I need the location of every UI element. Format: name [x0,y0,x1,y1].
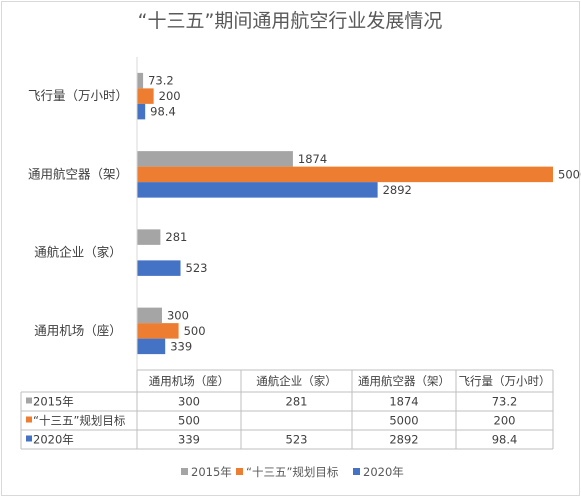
category-label: 飞行量（万小时） [28,88,128,103]
bar [137,260,181,276]
bar [137,323,179,339]
table-header: 通用机场（座） [149,374,230,388]
table-cell: 281 [286,395,308,409]
table-cell: 200 [494,414,516,428]
data-label: 98.4 [150,105,176,119]
table-cell: 523 [286,433,308,447]
table-cell: 500 [178,414,200,428]
table-legend-key [26,397,32,404]
category-label: 通航企业（家） [34,245,122,260]
table-cell: 2892 [389,433,418,447]
bar [137,151,293,167]
data-table: 通用机场（座） 通航企业（家） 通用航空器（架） 飞行量（万小时） 2015年 300 28… [20,369,554,450]
table-legend-key [26,435,32,442]
chart-title: “十三五”期间通用航空行业发展情况 [138,10,443,32]
data-label: 300 [167,308,189,322]
data-label: 339 [170,339,192,353]
bar [137,229,161,245]
bar [137,72,144,89]
bar [137,166,553,183]
table-cell: 1874 [389,395,418,409]
data-label: 523 [186,261,208,275]
legend-key [353,468,360,475]
data-label: 2892 [383,183,412,197]
table-cell: 300 [178,395,200,409]
table-header: 飞行量（万小时） [459,374,551,388]
table-row-label: 2015年 [33,395,74,409]
bar [137,88,154,104]
table-cell: 5000 [389,414,418,428]
bar [137,182,378,198]
legend-key [181,468,188,475]
legend-label: 2020年 [363,465,404,479]
table-row-label: 2020年 [33,433,74,447]
data-label: 5000 [558,167,581,181]
legend-label: 2015年 [191,465,232,479]
data-label: 281 [165,230,187,244]
legend-label: “十三五”规划目标 [246,465,338,479]
bar [137,103,146,120]
table-cell: 73.2 [492,395,518,409]
data-label: 200 [159,89,181,103]
data-label: 73.2 [148,74,174,88]
bar [137,338,166,355]
table-row-label: “十三五”规划目标 [33,414,125,428]
table-legend-key [26,416,32,423]
table-cell: 98.4 [492,433,518,447]
table-header: 通用航空器（架） [358,374,450,388]
data-label: 500 [184,324,206,338]
category-label: 通用机场（座） [34,323,122,338]
table-header: 通航企业（家） [256,374,337,388]
table-cell: 339 [178,433,200,447]
legend: 2015年 “十三五”规划目标 2020年 [181,465,404,479]
data-label: 1874 [298,152,327,166]
category-label: 通用航空器（架） [28,166,128,181]
bar [137,307,162,324]
legend-key [236,468,243,475]
